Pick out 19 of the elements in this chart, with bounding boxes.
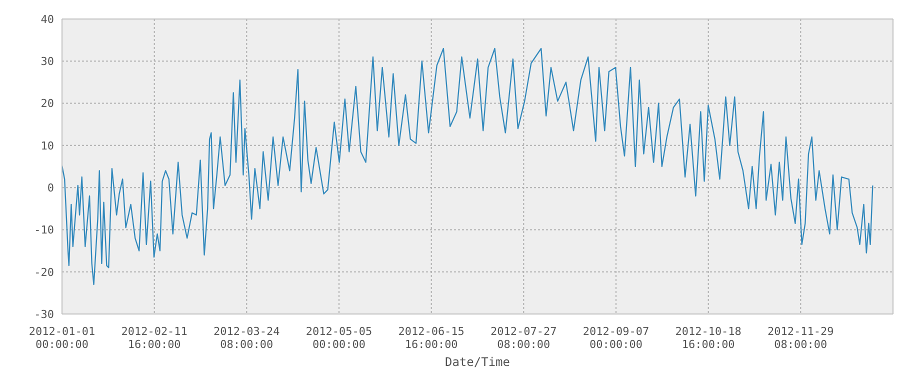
y-tick-label: 10: [40, 139, 54, 152]
y-tick-label: -30: [34, 308, 54, 321]
x-tick-label: 2012-09-07 00:00:00: [582, 325, 650, 351]
y-tick-label: -20: [34, 266, 54, 279]
y-tick-label: 30: [40, 55, 54, 68]
x-tick-label: 2012-05-05 00:00:00: [306, 325, 372, 351]
x-tick-label: 2012-01-01 00:00:00: [28, 325, 96, 351]
y-tick-label: -10: [34, 224, 54, 237]
y-tick-label: 0: [47, 181, 54, 194]
x-tick-label: 2012-02-11 16:00:00: [121, 325, 188, 351]
x-tick-label: 2012-11-29 08:00:00: [768, 325, 834, 351]
x-tick-label: 2012-06-15 16:00:00: [398, 325, 464, 351]
y-tick-label: 20: [40, 97, 54, 110]
x-tick-label: 2012-10-18 16:00:00: [675, 325, 742, 351]
y-tick-label: 40: [40, 12, 54, 26]
x-tick-label: 2012-03-24 08:00:00: [214, 325, 280, 351]
x-tick-label: 2012-07-27 08:00:00: [490, 325, 557, 351]
line-series: [62, 48, 874, 286]
x-axis-title: Date/Time: [444, 355, 510, 369]
